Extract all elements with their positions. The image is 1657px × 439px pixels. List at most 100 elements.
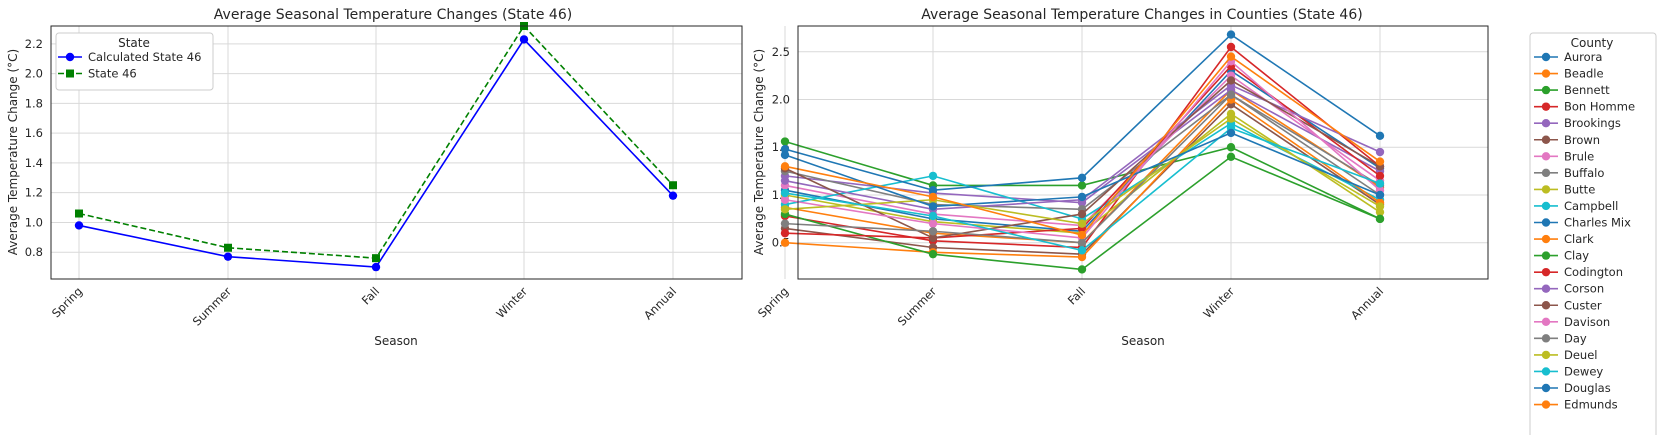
right-chart-data-point: [780, 195, 790, 204]
right-chart-legend-item: Corson: [1534, 282, 1604, 296]
right-chart-data-point: [1375, 131, 1385, 140]
right-chart-legend-marker: [1541, 218, 1551, 227]
right-chart-x-tick-label: Fall: [1065, 284, 1088, 307]
right-chart-legend-item: Bennett: [1534, 83, 1610, 97]
left-chart-data-point: [371, 262, 381, 272]
left-chart-legend-marker: [65, 52, 75, 62]
right-chart-legend-marker: [1541, 201, 1551, 211]
left-chart-x-tick-label: Summer: [190, 284, 235, 329]
right-chart-data-point: [928, 186, 938, 195]
right-chart-data-point: [1375, 157, 1385, 166]
left-chart-x-axis-label: Season: [374, 334, 418, 348]
left-chart-data-point: [668, 191, 678, 200]
right-chart-data-point: [1226, 90, 1236, 99]
right-chart-legend-label: Buffalo: [1564, 166, 1604, 180]
right-chart-legend-label: Beadle: [1564, 67, 1604, 81]
right-chart-data-point: [1375, 190, 1385, 200]
right-chart-y-tick-label: 2.5: [772, 45, 790, 59]
right-chart-series-clay: [780, 152, 1385, 274]
right-chart-series: [780, 30, 1385, 274]
right-chart-data-point: [780, 238, 790, 247]
right-chart-series-dewey: [780, 123, 1385, 255]
left-chart-legend-label: State 46: [88, 67, 137, 81]
left-chart-legend-item: State 46: [58, 67, 137, 81]
left-chart-title: Average Seasonal Temperature Changes (St…: [214, 7, 572, 23]
right-chart-data-point: [1226, 128, 1236, 138]
left-chart-y-tick-label: 2.0: [25, 67, 43, 81]
left-chart-data-point: [372, 254, 380, 263]
right-chart-data-point: [928, 192, 938, 202]
right-chart-legend-item: Codington: [1534, 265, 1623, 279]
right-chart-data-point: [780, 219, 790, 228]
left-chart-legend-box: [55, 32, 214, 91]
right-chart-data-point: [1077, 192, 1087, 202]
right-chart-data-point: [1226, 42, 1236, 52]
right-chart-legend-item: Clark: [1534, 232, 1594, 246]
right-chart-legend-box: [1529, 32, 1657, 439]
left-chart-data-point: [224, 243, 232, 252]
right-chart-y-tick-label: 2.0: [772, 93, 790, 107]
right-chart-legend-label: Custer: [1564, 298, 1602, 312]
left-chart-frame: [50, 25, 743, 280]
right-chart-legend-label: Clay: [1564, 249, 1589, 263]
right-chart-legend-label: Charles Mix: [1564, 216, 1631, 230]
right-chart-legend-marker: [1541, 102, 1551, 111]
right-chart-data-point: [1375, 147, 1385, 157]
right-chart-legend-items: Aurora Beadle Bennett Bon Homme Brookings Bro…: [1534, 50, 1635, 412]
right-chart-legend-item: Campbell: [1534, 199, 1618, 213]
right-chart-legend-marker: [1541, 234, 1551, 244]
left-chart-x-tick-label: Annual: [641, 284, 679, 322]
right-chart-legend-item: Brule: [1534, 149, 1594, 163]
left-chart-data-point: [74, 221, 84, 230]
right-chart-legend-marker: [1541, 284, 1551, 293]
right-chart-legend-item: Beadle: [1534, 67, 1604, 81]
right-chart-data-point: [928, 202, 938, 211]
left-chart-legend-items: Calculated State 46 State 46: [58, 50, 201, 81]
right-chart-legend-item: Buffalo: [1534, 166, 1604, 180]
right-chart-data-point: [1077, 181, 1087, 190]
right-chart-legend: County Aurora Beadle Bennett Bon Homme Brook…: [1529, 32, 1657, 439]
right-chart-x-axis-label: Season: [1121, 334, 1165, 348]
right-chart-data-point: [928, 219, 938, 228]
right-chart-legend-item: Davison: [1534, 315, 1610, 329]
right-chart-legend-item: Edmunds: [1534, 398, 1618, 412]
right-chart-legend-item: Aurora: [1534, 50, 1602, 64]
right-chart-data-point: [1077, 219, 1087, 228]
right-chart-data-point: [1375, 179, 1385, 188]
right-chart-data-point: [780, 228, 790, 238]
left-chart-y-tick-label: 2.2: [25, 37, 43, 51]
right-chart-legend-label: Bennett: [1564, 83, 1610, 97]
left-chart-legend: State Calculated State 46 State 46: [55, 32, 214, 91]
right-chart-legend-label: Deuel: [1564, 348, 1598, 362]
left-chart-x-tick-label: Spring: [49, 284, 85, 320]
right-chart-legend-item: Clay: [1534, 249, 1589, 263]
right-chart-legend-marker: [1541, 152, 1551, 161]
right-chart-legend-label: Davison: [1564, 315, 1610, 329]
right-chart-legend-title: County: [1571, 36, 1614, 50]
right-chart-y-axis-label: Average Temperature Change (°C): [752, 49, 766, 255]
left-chart-data-point: [669, 181, 677, 190]
right-chart-data-point: [928, 249, 938, 259]
right-chart-legend-marker: [1541, 317, 1551, 326]
right-chart-series-douglas: [780, 128, 1385, 211]
right-chart-data-point: [780, 137, 790, 146]
right-chart-legend-item: Deuel: [1534, 348, 1598, 362]
right-chart-legend-label: Dewey: [1564, 364, 1603, 378]
right-chart-data-point: [1226, 52, 1236, 61]
right-chart-legend-item: Day: [1534, 331, 1587, 345]
right-chart-legend-marker: [1541, 334, 1551, 343]
right-chart-data-point: [928, 227, 938, 236]
right-chart-data-point: [928, 171, 938, 181]
right-chart-data-point: [1077, 230, 1087, 240]
left-chart-data-point: [519, 35, 529, 44]
right-chart-data-point: [1226, 152, 1236, 161]
right-chart-legend-item: Custer: [1534, 298, 1602, 312]
right-chart-series-edmunds: [780, 52, 1385, 240]
left-chart-series-calculated-state-46: [74, 35, 678, 272]
left-chart-series: [74, 22, 678, 272]
right-chart-legend-marker: [1541, 400, 1551, 409]
right-chart-legend-label: Brule: [1564, 149, 1594, 163]
right-chart-legend-label: Bon Homme: [1564, 100, 1635, 114]
right-chart-legend-marker: [1541, 301, 1551, 310]
right-chart-data-point: [1077, 238, 1087, 247]
